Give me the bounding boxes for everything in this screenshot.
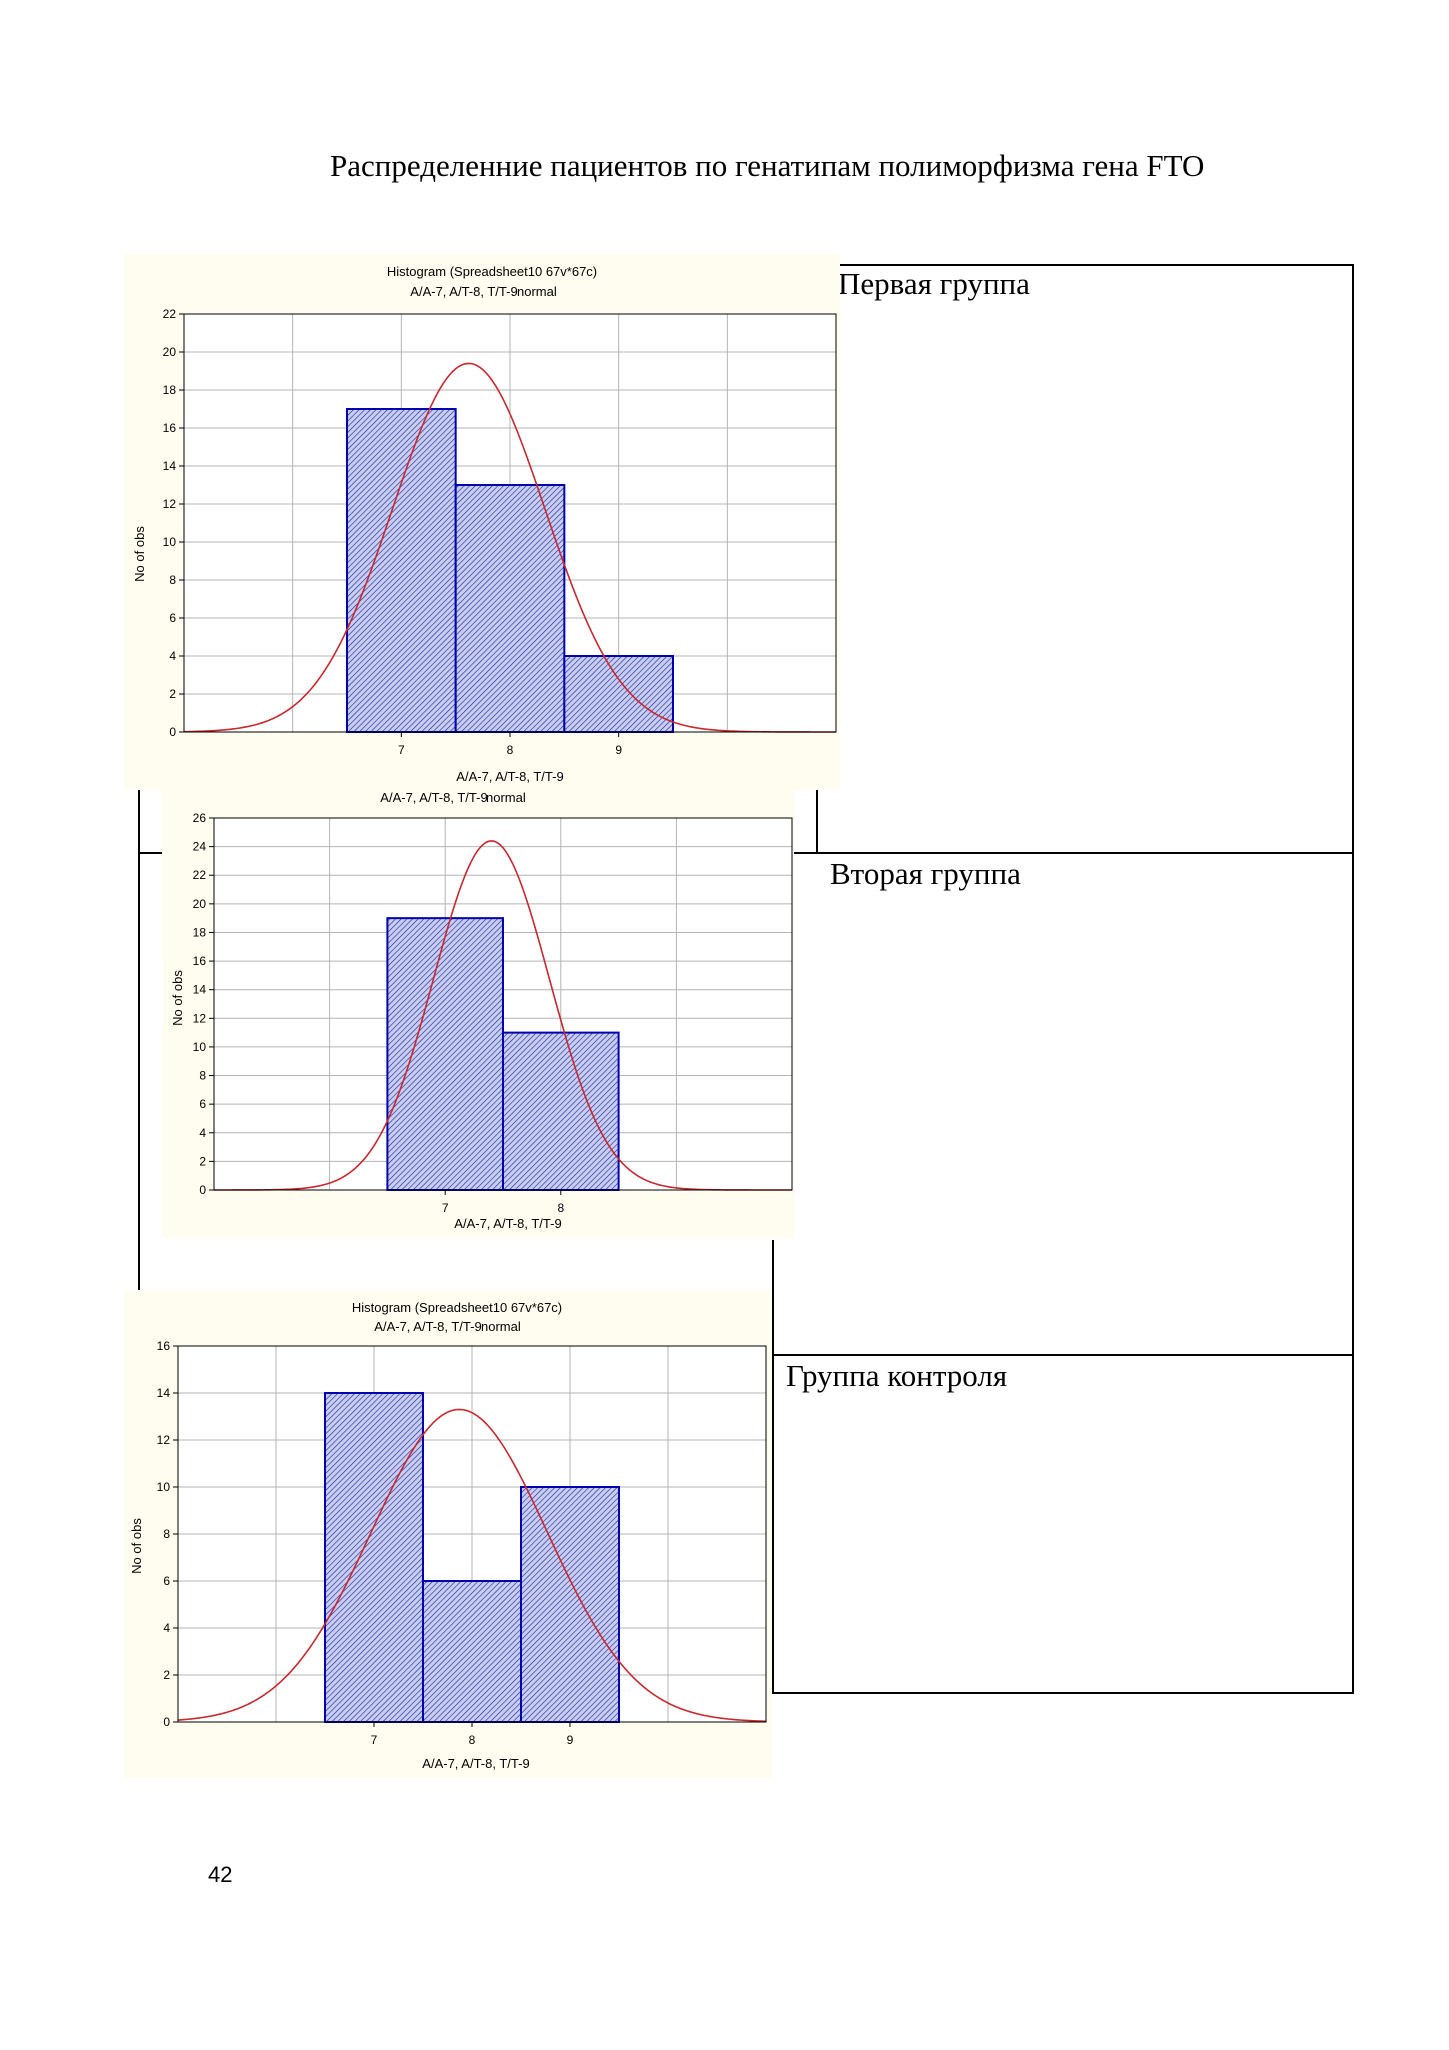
x-tick-label: 7 <box>398 743 405 757</box>
y-tick-label: 12 <box>193 1011 207 1025</box>
x-axis-label: A/A-7, A/T-8, T/T-9 <box>456 769 563 784</box>
chart-title: Histogram (Spreadsheet10 67v*67c) <box>387 264 597 279</box>
x-axis-label: A/A-7, A/T-8, T/T-9 <box>422 1756 529 1771</box>
x-tick-label: 8 <box>557 1201 564 1215</box>
y-tick-label: 8 <box>199 1069 206 1083</box>
frame-top-line <box>822 264 1354 266</box>
frame-row2-divider <box>772 1354 1354 1356</box>
y-tick-label: 22 <box>193 868 207 882</box>
y-tick-label: 6 <box>199 1097 206 1111</box>
y-tick-label: 0 <box>169 725 176 739</box>
chart-subtitle: A/A-7, A/T-8, T/T-9 <box>410 284 517 299</box>
y-tick-label: 18 <box>193 925 207 939</box>
group-label-second: Вторая группа <box>830 856 1021 891</box>
histogram-first-group-svg: Histogram (Spreadsheet10 67v*67c) A/A-7,… <box>132 264 837 784</box>
normal-fit-curve <box>177 1408 767 1723</box>
y-axis-label: No of obs <box>132 526 147 582</box>
histogram-bar <box>454 484 566 733</box>
y-tick-label: 16 <box>193 954 207 968</box>
y-tick-label: 12 <box>163 497 177 511</box>
x-tick-label: 7 <box>442 1201 449 1215</box>
y-tick-label: 12 <box>157 1433 171 1447</box>
y-tick-label: 2 <box>199 1154 206 1168</box>
y-tick-label: 14 <box>163 459 177 473</box>
y-tick-label: 20 <box>193 897 207 911</box>
y-tick-label: 24 <box>193 840 207 854</box>
plot-frame <box>213 817 793 1191</box>
y-tick-label: 22 <box>163 307 177 321</box>
frame-inner-line-1 <box>816 790 818 852</box>
x-tick-label: 9 <box>567 1733 574 1747</box>
y-tick-label: 2 <box>163 1668 170 1682</box>
normal-fit-curve <box>214 840 792 1191</box>
y-tick-label: 26 <box>193 811 207 825</box>
y-tick-label: 10 <box>193 1040 207 1054</box>
y-tick-label: 14 <box>157 1386 171 1400</box>
histogram-second-group-svg: A/A-7, A/T-8, T/T-9 normal A/A-7, A/T-8,… <box>170 790 793 1231</box>
normal-fit-curve <box>183 362 836 733</box>
x-tick-label: 9 <box>615 743 622 757</box>
group-label-control: Группа контроля <box>786 1358 1008 1393</box>
y-tick-label: 16 <box>157 1339 171 1353</box>
y-tick-label: 4 <box>163 1621 170 1635</box>
histogram-bar <box>563 655 675 733</box>
group-label-first: Первая группа <box>838 266 1030 301</box>
histogram-first-group: Histogram (Spreadsheet10 67v*67c) A/A-7,… <box>124 254 840 790</box>
frame-bottom-line <box>772 1692 1354 1694</box>
y-tick-label: 20 <box>163 345 177 359</box>
histogram-bar <box>386 917 504 1191</box>
y-tick-label: 4 <box>199 1126 206 1140</box>
y-tick-label: 6 <box>169 611 176 625</box>
y-tick-label: 8 <box>163 1527 170 1541</box>
y-tick-label: 0 <box>163 1715 170 1729</box>
y-tick-label: 4 <box>169 649 176 663</box>
histogram-control-group: Histogram (Spreadsheet10 67v*67c) A/A-7,… <box>124 1290 772 1778</box>
y-tick-label: 8 <box>169 573 176 587</box>
plot-frame <box>177 1345 767 1723</box>
y-tick-label: 14 <box>193 983 207 997</box>
x-tick-label: 8 <box>469 1733 476 1747</box>
legend-normal: normal <box>517 284 557 299</box>
y-tick-label: 2 <box>169 687 176 701</box>
y-axis-label: No of obs <box>129 1518 144 1574</box>
y-tick-label: 0 <box>199 1183 206 1197</box>
histogram-bar <box>422 1580 522 1723</box>
y-tick-label: 18 <box>163 383 177 397</box>
legend-normal: normal <box>481 1319 521 1334</box>
chart-subtitle: A/A-7, A/T-8, T/T-9 <box>374 1319 481 1334</box>
histogram-control-group-svg: Histogram (Spreadsheet10 67v*67c) A/A-7,… <box>129 1300 767 1771</box>
x-tick-label: 7 <box>371 1733 378 1747</box>
chart-subtitle: A/A-7, A/T-8, T/T-9 <box>380 790 487 805</box>
y-tick-label: 10 <box>157 1480 171 1494</box>
histogram-bar <box>502 1031 620 1191</box>
page-title: Распределенние пациентов по генатипам по… <box>330 148 1205 183</box>
x-axis-label: A/A-7, A/T-8, T/T-9 <box>454 1216 561 1231</box>
y-axis-label: No of obs <box>170 970 185 1026</box>
histogram-bar <box>324 1392 424 1723</box>
plot-frame <box>183 313 837 733</box>
x-tick-label: 8 <box>507 743 514 757</box>
frame-inner-line-2 <box>772 1240 774 1692</box>
y-tick-label: 6 <box>163 1574 170 1588</box>
page-number: 42 <box>208 1862 233 1887</box>
legend-normal: normal <box>486 790 526 805</box>
histogram-bar <box>520 1486 620 1723</box>
chart-title: Histogram (Spreadsheet10 67v*67c) <box>352 1300 562 1315</box>
frame-left-line <box>138 790 140 1290</box>
frame-right-line <box>1352 264 1354 1694</box>
histogram-second-group: A/A-7, A/T-8, T/T-9 normal A/A-7, A/T-8,… <box>162 790 794 1238</box>
y-tick-label: 16 <box>163 421 177 435</box>
histogram-bar <box>346 408 457 733</box>
y-tick-label: 10 <box>163 535 177 549</box>
